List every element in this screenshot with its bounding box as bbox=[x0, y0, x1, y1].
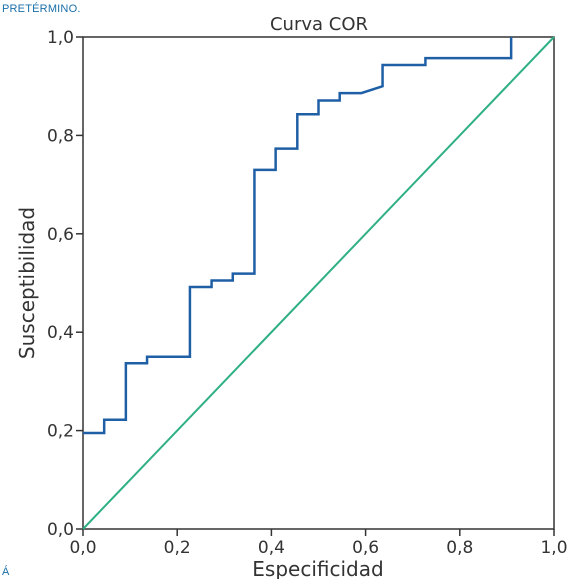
x-tick-label: 0,0 bbox=[69, 538, 96, 558]
y-tick-label: 0,4 bbox=[47, 323, 74, 343]
reference-diagonal-line bbox=[82, 36, 555, 530]
x-axis-ticks: 0,0 0,2 0,4 0,6 0,8 1,0 bbox=[69, 529, 568, 558]
y-axis-ticks: 0,0 0,2 0,4 0,6 0,8 1,0 bbox=[47, 28, 83, 540]
y-tick-label: 1,0 bbox=[47, 28, 74, 48]
x-tick-label: 0,4 bbox=[258, 538, 285, 558]
series-layer bbox=[82, 36, 555, 530]
x-axis-label: Especificidad bbox=[252, 557, 383, 579]
x-tick-label: 0,8 bbox=[446, 538, 473, 558]
y-tick-label: 0,2 bbox=[47, 422, 74, 442]
y-tick-label: 0,6 bbox=[47, 225, 74, 245]
x-tick-label: 0,6 bbox=[352, 538, 379, 558]
x-tick-label: 1,0 bbox=[540, 538, 567, 558]
x-tick-label: 0,2 bbox=[164, 538, 191, 558]
figure-caption-bottom: Á bbox=[2, 566, 10, 578]
y-tick-label: 0,8 bbox=[47, 126, 74, 146]
roc-curve-line bbox=[83, 37, 513, 435]
y-tick-label: 0,0 bbox=[47, 520, 74, 540]
plot-frame bbox=[82, 36, 555, 530]
figure-caption-top: PRETÉRMINO. bbox=[2, 3, 81, 15]
y-axis-label: Susceptibilidad bbox=[15, 207, 39, 359]
chart-title: Curva COR bbox=[270, 14, 368, 35]
